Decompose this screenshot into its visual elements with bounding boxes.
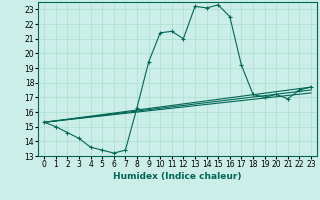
- X-axis label: Humidex (Indice chaleur): Humidex (Indice chaleur): [113, 172, 242, 181]
